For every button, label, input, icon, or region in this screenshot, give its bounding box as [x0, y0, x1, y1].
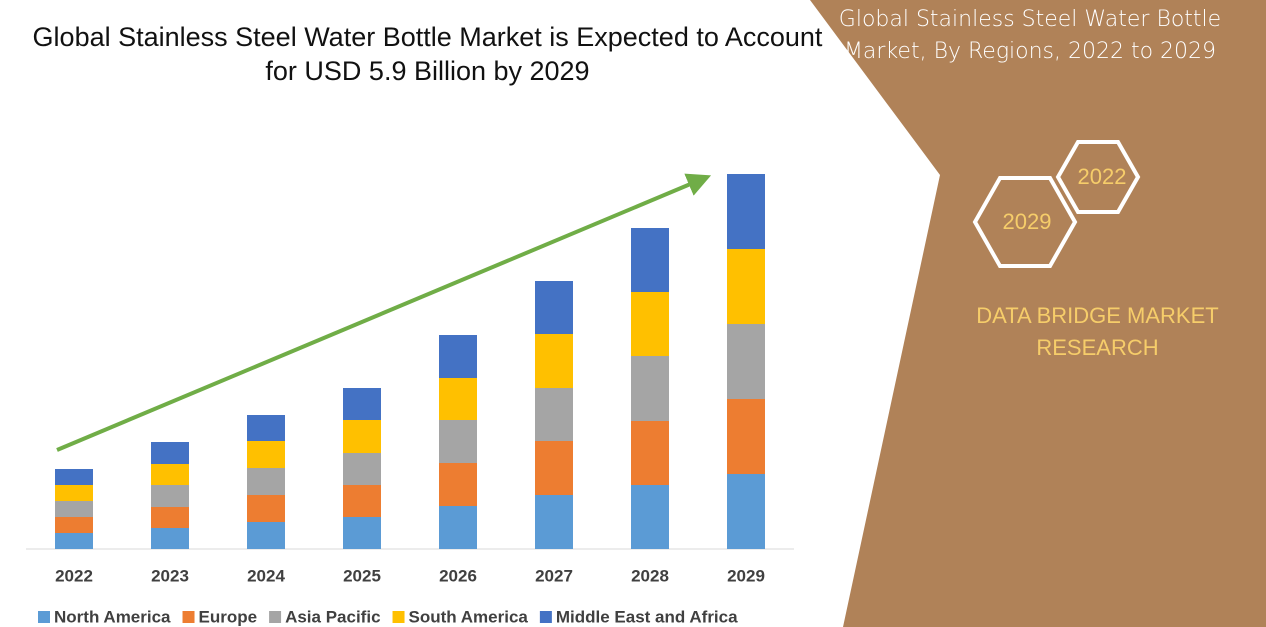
x-tick-label: 2024 [247, 566, 285, 585]
legend-label: Asia Pacific [285, 607, 380, 626]
bar-segment [727, 174, 765, 249]
x-tick-label: 2023 [151, 566, 189, 585]
bar-segment [247, 495, 285, 522]
x-tick-label: 2026 [439, 566, 477, 585]
bar-segment [727, 249, 765, 324]
x-tick-label: 2025 [343, 566, 381, 585]
bar-segment [439, 378, 477, 420]
bar-segment [631, 421, 669, 485]
bar-segment [439, 506, 477, 549]
badge-label: 2022 [1078, 164, 1127, 189]
legend-label: Europe [199, 607, 258, 626]
bar-segment [727, 324, 765, 399]
bar-segment [151, 442, 189, 464]
bar-segment [151, 528, 189, 549]
bar-segment [55, 517, 93, 533]
trend-arrow [56, 173, 712, 452]
side-panel [810, 0, 1266, 627]
hexagon [972, 176, 1078, 268]
x-tick-label: 2029 [727, 566, 765, 585]
bar-segment [535, 441, 573, 495]
bar-segment [55, 469, 93, 485]
x-tick-label: 2028 [631, 566, 669, 585]
brand: DATA BRIDGE MARKET RESEARCH [976, 303, 1219, 360]
bar-segment [535, 281, 573, 334]
bar-segment [631, 292, 669, 356]
legend-swatch [182, 611, 195, 623]
bar-segment [247, 468, 285, 495]
bar-segment [151, 464, 189, 485]
hexagon [1055, 140, 1141, 214]
bar-segment [247, 415, 285, 441]
legend-swatch [269, 611, 282, 623]
legend-swatch [392, 611, 405, 623]
bar-segment [631, 228, 669, 292]
bar-segment [55, 533, 93, 549]
bar-segment [247, 522, 285, 549]
x-tick-label: 2027 [535, 566, 573, 585]
bar-segment [343, 517, 381, 549]
title: Global Stainless Steel Water Bottle Mark… [32, 22, 823, 86]
bar-segment [439, 420, 477, 463]
bar-segment [439, 463, 477, 506]
legend-label: North America [54, 607, 171, 626]
bar-segment [151, 507, 189, 528]
bar-segment [727, 474, 765, 549]
bar-segment [631, 356, 669, 421]
bar-segment [55, 485, 93, 501]
bar-segment [535, 388, 573, 441]
bar-segment [727, 399, 765, 474]
bar-segment [631, 485, 669, 549]
badge-label: 2029 [1003, 209, 1052, 234]
bar-segment [343, 420, 381, 453]
bar-segment [535, 334, 573, 388]
bar-segment [343, 388, 381, 420]
bar-segment [247, 441, 285, 468]
legend-swatch [38, 611, 50, 623]
bar-segment [55, 501, 93, 517]
bar-segment [439, 335, 477, 378]
legend-label: South America [409, 607, 529, 626]
bar-segment [343, 453, 381, 485]
legend-swatch [539, 611, 552, 623]
x-tick-label: 2022 [55, 566, 93, 585]
legend-label: Middle East and Africa [556, 607, 738, 626]
bar-segment [151, 485, 189, 507]
bar-segment [343, 485, 381, 517]
panel-title: Global Stainless Steel Water Bottle Mark… [838, 7, 1222, 64]
bar-segment [535, 495, 573, 549]
